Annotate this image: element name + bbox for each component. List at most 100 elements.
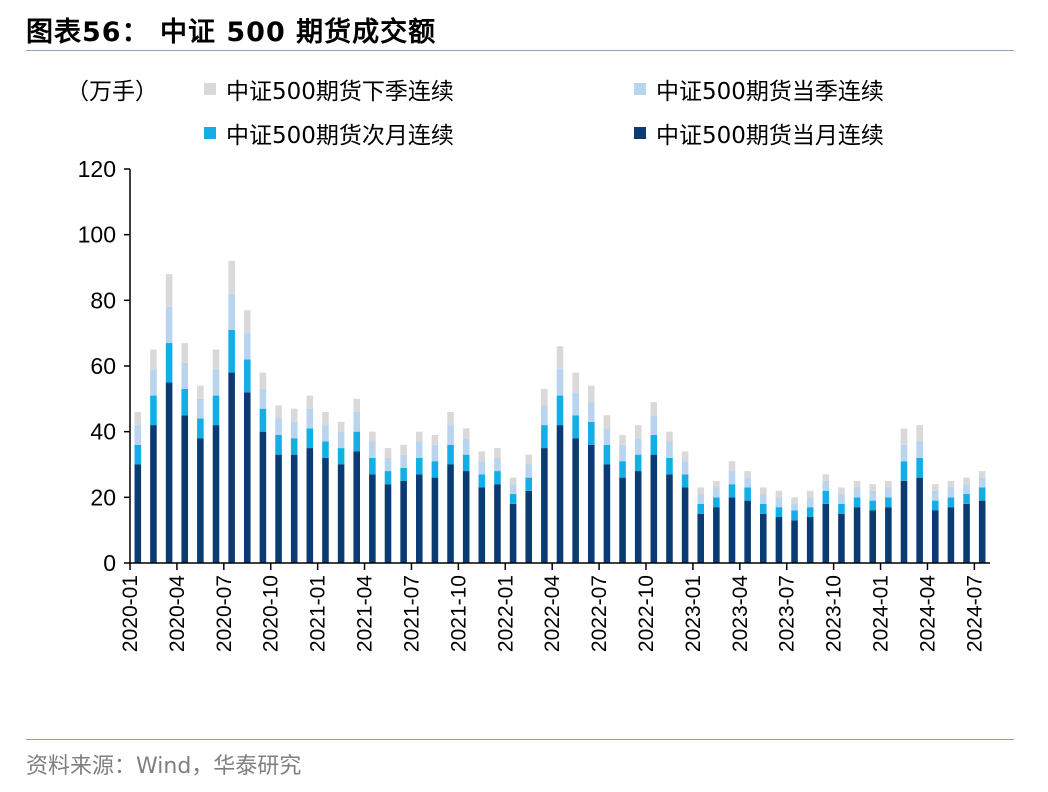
x-tick-label-2020-10: 2020-10	[260, 575, 283, 652]
bar-next-season-2022-03	[541, 388, 548, 406]
bar-next-season-2023-01	[697, 487, 705, 495]
bar-current-season-2021-03	[353, 411, 361, 432]
bar-current-season-2023-02	[713, 487, 720, 498]
bar-current-season-2023-07	[791, 503, 798, 511]
bar-next-season-2020-01	[134, 411, 142, 426]
y-axis-unit-label: （万手）	[66, 79, 158, 105]
bar-next-month-2022-05	[572, 415, 579, 439]
bar-current-season-2022-10	[650, 415, 658, 435]
bar-next-season-2022-08	[619, 434, 626, 445]
bar-next-season-2023-10	[838, 487, 845, 495]
bar-current-month-2022-09	[634, 471, 642, 563]
bar-current-month-2021-11	[478, 487, 486, 563]
bar-next-season-2022-12	[681, 451, 689, 462]
bar-next-month-2020-07	[228, 329, 235, 373]
bar-next-season-2023-07	[791, 497, 798, 504]
x-tick-label-2021-01: 2021-01	[307, 575, 330, 652]
bar-next-month-2023-12	[869, 500, 877, 511]
bar-next-season-2023-05	[759, 487, 767, 495]
bar-next-season-2021-07	[415, 431, 423, 442]
bar-next-month-2020-05	[197, 418, 204, 439]
bar-current-month-2020-07	[228, 372, 235, 563]
y-tick-label-40: 40	[90, 419, 116, 445]
bar-current-season-2023-01	[697, 494, 705, 504]
bar-current-month-2020-08	[243, 392, 251, 563]
legend-item-current-month: 中证500期货当月连续	[634, 116, 884, 150]
bar-current-season-2020-10	[275, 418, 282, 435]
legend-label-next-month: 中证500期货次月连续	[226, 123, 454, 149]
x-tick-label-2020-04: 2020-04	[166, 575, 189, 652]
bar-next-season-2020-08	[243, 310, 251, 334]
bar-current-season-2021-12	[494, 457, 501, 472]
bar-next-month-2020-02	[150, 395, 157, 426]
bar-current-month-2021-08	[431, 477, 439, 563]
legend-swatch-current-season	[634, 83, 646, 95]
bar-next-month-2024-07	[978, 487, 986, 501]
bar-current-month-2020-05	[197, 438, 204, 563]
bar-current-month-2023-04	[744, 500, 751, 563]
x-tick-label-2024-01: 2024-01	[870, 575, 893, 652]
bar-next-season-2023-06	[775, 490, 783, 498]
x-tick-label-2024-04: 2024-04	[916, 575, 939, 652]
bar-current-month-2021-04	[369, 474, 376, 563]
bar-current-season-2023-05	[759, 494, 767, 504]
bar-current-season-2022-05	[572, 392, 579, 416]
bar-next-month-2020-01	[134, 444, 142, 465]
bar-current-season-2020-06	[212, 369, 220, 396]
bar-next-season-2021-08	[431, 434, 439, 445]
bar-current-season-2022-03	[541, 405, 548, 426]
footer-divider	[26, 739, 1014, 740]
bar-next-season-2023-04	[744, 471, 751, 478]
bar-next-season-2021-02	[337, 421, 345, 432]
bar-current-season-2022-04	[556, 369, 564, 396]
bar-next-season-2021-06	[400, 444, 407, 455]
bar-current-month-2021-09	[447, 464, 454, 563]
bar-current-season-2024-06	[963, 484, 970, 495]
bar-next-month-2022-01	[509, 494, 517, 504]
bar-next-month-2020-06	[212, 395, 220, 426]
bar-next-season-2022-02	[525, 454, 533, 465]
y-tick-label-20: 20	[90, 484, 116, 510]
bar-current-month-2023-02	[713, 507, 720, 563]
bar-current-season-2023-12	[869, 490, 877, 501]
bar-next-month-2023-06	[775, 507, 783, 518]
y-axis: 0 20 40 60 80 100 120	[78, 156, 131, 576]
source-note: 资料来源：Wind，华泰研究	[26, 754, 302, 779]
bar-next-season-2022-09	[634, 425, 642, 439]
x-tick-label-2024-07: 2024-07	[963, 575, 986, 652]
bar-next-season-2021-01	[322, 411, 329, 426]
bar-next-season-2024-04	[931, 484, 939, 491]
bar-current-season-2022-08	[619, 444, 626, 462]
bar-next-season-2020-04	[181, 343, 189, 363]
bar-next-month-2020-11	[290, 438, 298, 455]
bar-current-season-2022-02	[525, 464, 533, 478]
bar-next-month-2023-09	[822, 490, 830, 504]
bar-next-season-2022-06	[587, 385, 595, 403]
bar-next-season-2023-11	[853, 480, 861, 488]
bar-current-season-2024-01	[885, 487, 892, 498]
bar-next-season-2024-07	[978, 471, 986, 478]
legend-label-current-month: 中证500期货当月连续	[656, 123, 884, 149]
bar-next-month-2023-05	[759, 503, 767, 514]
legend-item-next-season: 中证500期货下季连续	[204, 72, 454, 106]
bar-current-month-2021-07	[415, 474, 423, 563]
bar-current-month-2023-09	[822, 503, 830, 563]
bar-current-month-2020-11	[290, 454, 298, 563]
bar-next-season-2023-02	[713, 480, 720, 488]
bar-next-month-2020-08	[243, 359, 251, 393]
bar-next-month-2021-01	[322, 441, 329, 458]
bar-current-season-2022-06	[587, 402, 595, 422]
chart-title: 图表56： 中证 500 期货成交额	[26, 17, 437, 48]
bar-current-month-2023-03	[728, 497, 736, 563]
bar-next-month-2024-04	[931, 500, 939, 511]
bar-next-season-2020-09	[259, 372, 267, 389]
bar-next-season-2024-06	[963, 477, 970, 485]
bar-next-season-2023-08	[806, 490, 814, 498]
bar-next-month-2022-09	[634, 454, 642, 472]
bar-current-season-2021-04	[369, 441, 376, 458]
bar-current-month-2020-09	[259, 431, 267, 563]
bar-current-season-2021-06	[400, 454, 407, 468]
bar-next-month-2024-03	[916, 457, 923, 478]
bars-group	[134, 260, 986, 563]
bar-current-month-2023-08	[806, 517, 814, 563]
